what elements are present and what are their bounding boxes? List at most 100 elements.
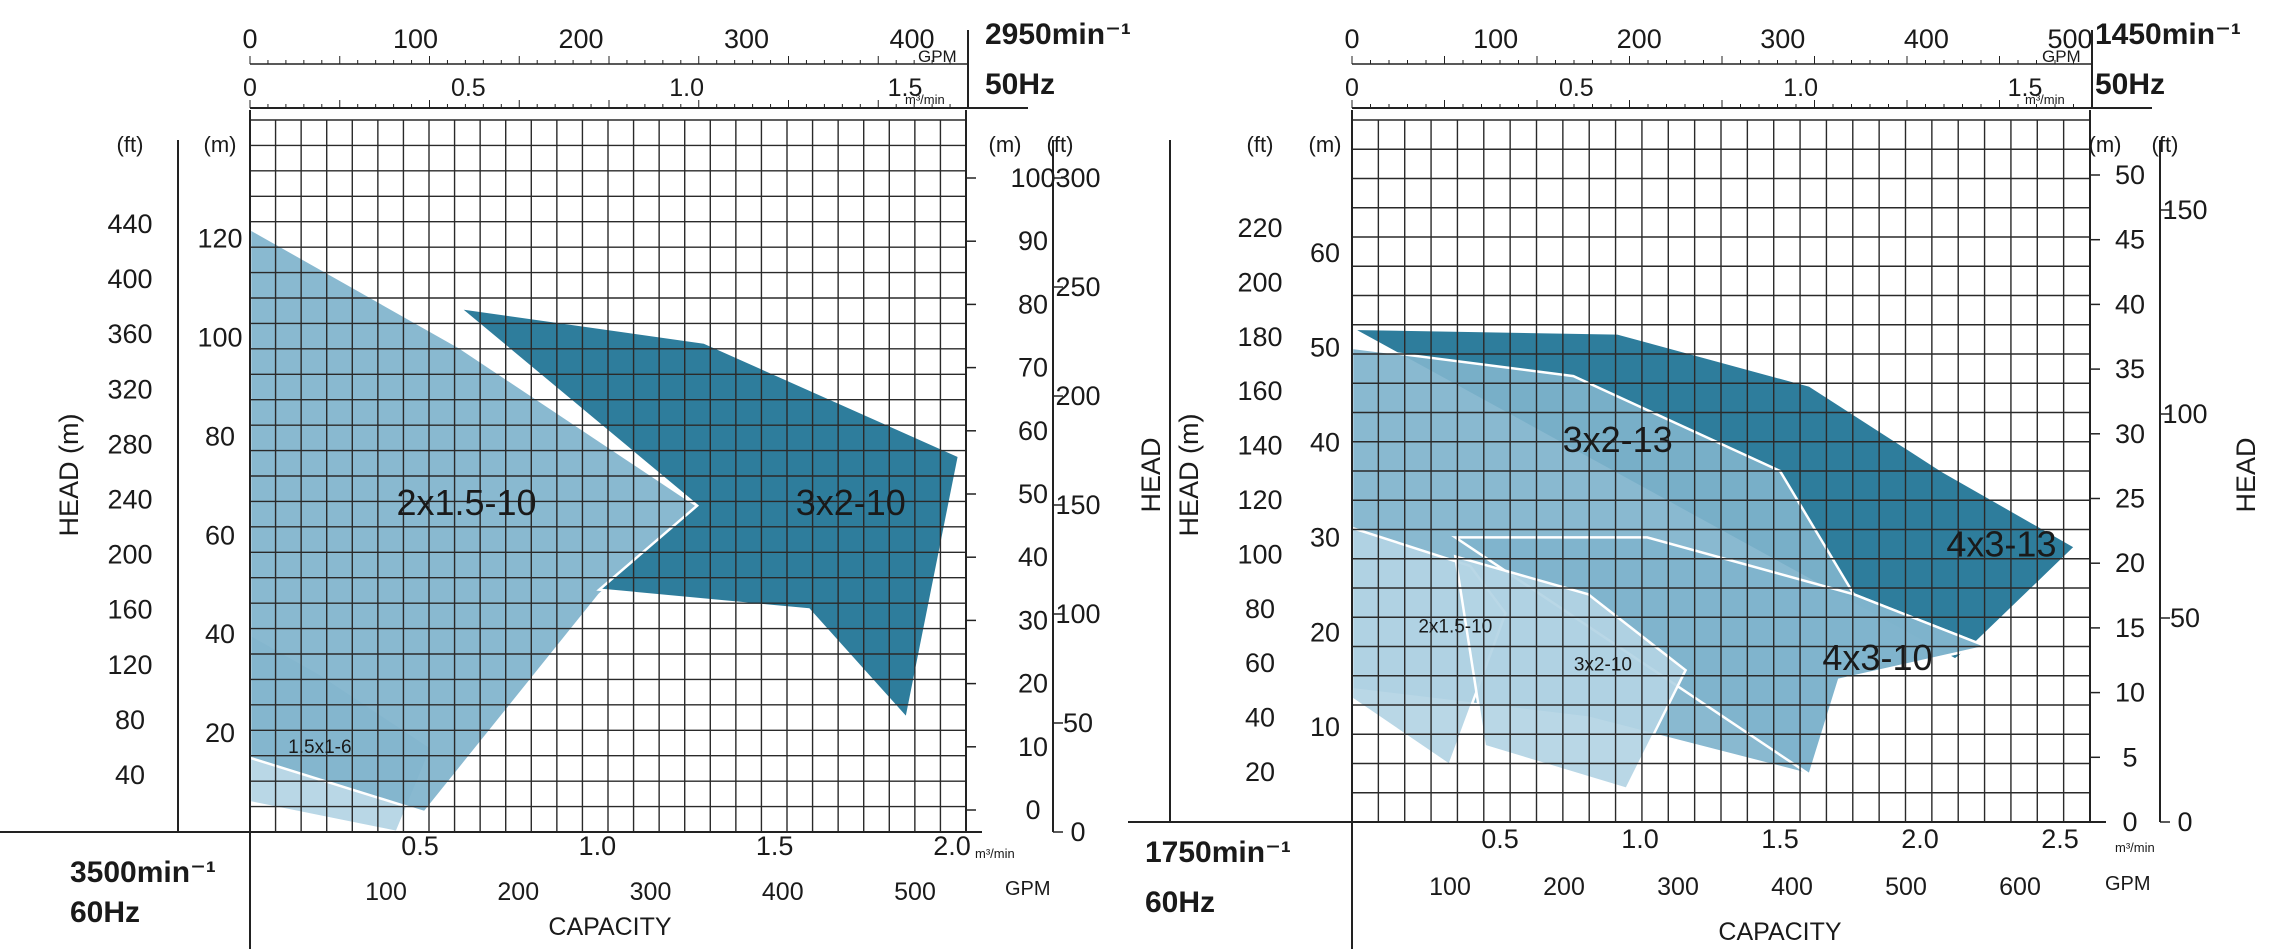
left-ft-tick-label: 20 — [1245, 757, 1275, 787]
right-m-tick-label: 80 — [1018, 289, 1048, 319]
right-ft-tick-label: 100 — [2162, 399, 2207, 429]
right-m-tick-label: 30 — [2115, 419, 2145, 449]
left-ft-tick-label: 320 — [107, 374, 152, 404]
bottom-m3-unit: m³/min — [2115, 840, 2155, 855]
right-m-tick-label: 50 — [1018, 479, 1048, 509]
right-speed-label: 1450min⁻¹ — [2095, 18, 2241, 51]
left-ft-unit: (ft) — [117, 132, 144, 157]
left-m-tick-label: 30 — [1310, 522, 1340, 552]
left-ft-tick-label: 40 — [1245, 703, 1275, 733]
top-m3-tick-label: 1.5 — [2008, 74, 2043, 102]
left-m-tick-label: 80 — [205, 421, 235, 451]
region-label-3x2-13: 3x2-13 — [1563, 419, 1673, 460]
region-label-4x3-13: 4x3-13 — [1946, 523, 2056, 564]
right-speed-label: 2950min⁻¹ — [985, 18, 1131, 51]
left-ft-tick-label: 120 — [107, 650, 152, 680]
top-gpm-unit: GPM — [2042, 47, 2081, 66]
left-m-tick-label: 10 — [1310, 712, 1340, 742]
region-label-2x1.5-10: 2x1.5-10 — [396, 482, 536, 523]
left-speed-label: 1750min⁻¹ — [1145, 836, 1291, 869]
left-ft-tick-label: 440 — [107, 209, 152, 239]
left-ft-tick-label: 160 — [1237, 376, 1282, 406]
bottom-m3-tick-label: 1.5 — [756, 831, 794, 861]
left-m-tick-label: 60 — [205, 520, 235, 550]
y-axis-title-right: HEAD — [2231, 437, 2261, 512]
right-ft-tick-label: 50 — [2170, 603, 2200, 633]
top-m3-tick-label: 0.5 — [1559, 74, 1594, 102]
top-m3-tick-label: 0.5 — [451, 74, 486, 102]
right-frequency-label: 50Hz — [985, 68, 1055, 101]
left-ft-tick-label: 80 — [1245, 594, 1275, 624]
region-3x2-10 — [455, 306, 961, 721]
left-ft-tick-label: 120 — [1237, 485, 1282, 515]
bottom-gpm-tick-label: 100 — [1429, 873, 1471, 901]
top-gpm-tick-label: 100 — [1473, 24, 1518, 54]
bottom-m3-tick-label: 0.5 — [1481, 824, 1519, 854]
left-m-tick-label: 60 — [1310, 238, 1340, 268]
right-ft-tick-label: 0 — [1070, 817, 1085, 847]
bottom-m3-unit: m³/min — [975, 846, 1015, 861]
grid — [249, 119, 967, 833]
top-gpm-tick-label: 400 — [1904, 24, 1949, 54]
bottom-gpm-unit: GPM — [1005, 878, 1051, 900]
left-m-tick-label: 50 — [1310, 333, 1340, 363]
right-m-tick-label: 5 — [2122, 742, 2137, 772]
axes — [0, 30, 1054, 949]
region-label-2x1.5-10: 2x1.5-10 — [1418, 617, 1492, 638]
bottom-m3-tick-label: 0.5 — [401, 831, 439, 861]
right-m-tick-label: 15 — [2115, 613, 2145, 643]
left-m-tick-label: 40 — [205, 619, 235, 649]
bottom-m3-tick-label: 2.0 — [933, 831, 971, 861]
left-m-unit: (m) — [1309, 132, 1342, 157]
bottom-gpm-tick-label: 200 — [497, 878, 539, 906]
top-gpm-tick-label: 0 — [242, 24, 257, 54]
region-label-4x3-10: 4x3-10 — [1822, 637, 1932, 678]
y-axis-title: HEAD (m) — [1174, 414, 1204, 537]
left-ft-unit: (ft) — [1247, 132, 1274, 157]
bottom-gpm-tick-label: 100 — [365, 878, 407, 906]
left-ft-tick-label: 400 — [107, 264, 152, 294]
top-gpm-tick-label: 200 — [1617, 24, 1662, 54]
left-ft-tick-label: 240 — [107, 485, 152, 515]
right-ft-tick-label: 50 — [1063, 708, 1093, 738]
left-ft-tick-label: 40 — [115, 760, 145, 790]
right-frequency-label: 50Hz — [2095, 68, 2165, 101]
left-ft-tick-label: 100 — [1237, 539, 1282, 569]
bottom-m3-tick-label: 1.5 — [1761, 824, 1799, 854]
left-ft-tick-label: 60 — [1245, 648, 1275, 678]
axes — [1128, 30, 2161, 949]
top-m3-unit: m³/min — [2025, 92, 2065, 107]
region-label-3x2-10: 3x2-10 — [796, 482, 906, 523]
right-ft-unit: (ft) — [2152, 132, 2179, 157]
top-m3-tick-label: 0 — [1345, 74, 1359, 102]
right-m-tick-label: 20 — [2115, 548, 2145, 578]
right-ft-tick-label: 300 — [1055, 163, 1100, 193]
top-m3-tick-label: 0 — [243, 74, 257, 102]
bottom-gpm-unit: GPM — [2105, 873, 2151, 895]
top-m3-tick-label: 1.0 — [669, 74, 704, 102]
x-axis-title: CAPACITY — [1718, 918, 1841, 946]
bottom-gpm-tick-label: 600 — [1999, 873, 2041, 901]
left-m-tick-label: 20 — [1310, 617, 1340, 647]
left-m-tick-label: 100 — [197, 323, 242, 353]
labels: (ft) (m) (m) (ft) GPM m³/min m³/min GPM CAPACITY… — [54, 18, 1131, 941]
left-ft-tick-label: 80 — [115, 705, 145, 735]
left-ft-tick-label: 180 — [1237, 322, 1282, 352]
left-ft-tick-label: 140 — [1237, 431, 1282, 461]
left-m-tick-label: 40 — [1310, 428, 1340, 458]
bottom-gpm-tick-label: 400 — [1771, 873, 1813, 901]
right-m-tick-label: 70 — [1018, 353, 1048, 383]
top-gpm-tick-label: 200 — [558, 24, 603, 54]
right-ft-tick-label: 0 — [2177, 807, 2192, 837]
bottom-m3-tick-label: 1.0 — [1621, 824, 1659, 854]
region-label-3x2-10: 3x2-10 — [1574, 654, 1632, 675]
top-gpm-tick-label: 0 — [1344, 24, 1359, 54]
labels: (ft) (m) (m) (ft) GPM m³/min m³/min GPM CAPACITY… — [1136, 18, 2261, 946]
left-m-tick-label: 20 — [205, 718, 235, 748]
y-axis-title: HEAD (m) — [54, 414, 84, 537]
right-ft-tick-label: 200 — [1055, 381, 1100, 411]
right-m-tick-label: 0 — [1025, 795, 1040, 825]
top-gpm-tick-label: 300 — [724, 24, 769, 54]
right-ft-tick-label: 150 — [1055, 490, 1100, 520]
